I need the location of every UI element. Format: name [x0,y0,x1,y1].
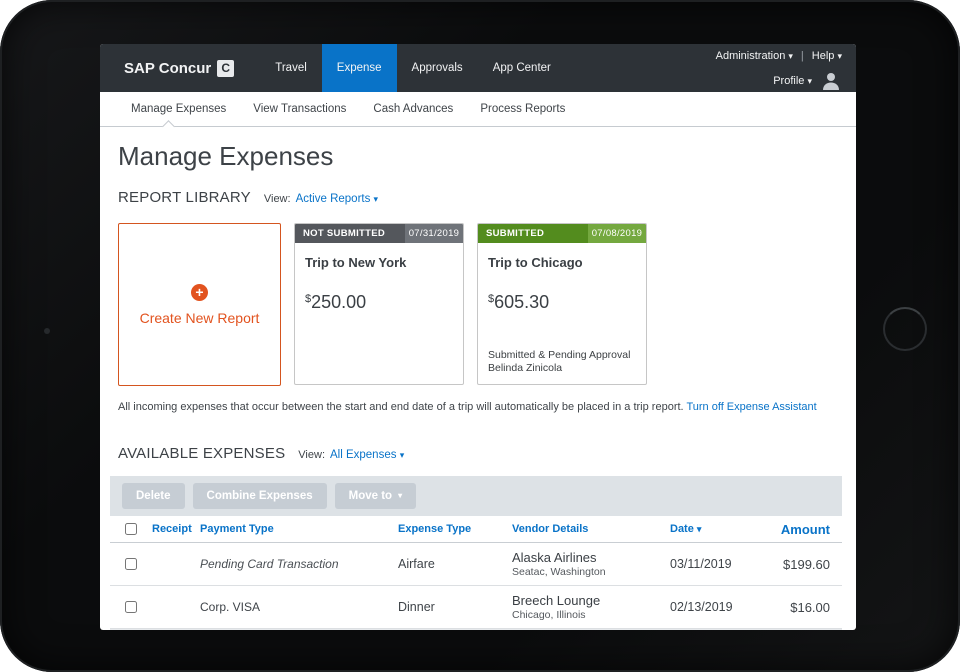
plus-icon: + [191,283,208,301]
navbar-right: Administration ▾ | Help ▾ Profile ▾ [716,48,842,92]
table-header-row: Receipt Payment Type Expense Type Vendor… [110,516,842,543]
subnav-process-reports[interactable]: Process Reports [480,103,566,115]
report-amount: $605.30 [488,292,550,312]
nav-item-approvals[interactable]: Approvals [411,62,463,74]
profile-menu[interactable]: Profile ▾ [773,75,812,87]
report-date: 07/31/2019 [405,224,463,243]
expenses-toolbar: Delete Combine Expenses Move to ▾ [110,476,842,516]
expenses-view-selector[interactable]: All Expenses ▾ [330,449,405,461]
caret-down-icon: ▾ [837,51,842,61]
caret-down-icon: ▾ [788,51,793,61]
combine-expenses-button[interactable]: Combine Expenses [192,483,327,509]
create-new-report-card[interactable]: + Create New Report [118,223,281,386]
page-title: Manage Expenses [118,141,334,171]
caret-down-icon: ▾ [696,524,702,534]
col-receipt: Receipt [152,523,192,535]
view-label: View: [298,449,325,461]
expense-type-cell: Dinner [398,600,435,614]
profile-avatar-icon[interactable] [820,70,842,92]
main-nav: Travel Expense Approvals App Center [260,44,566,92]
caret-down-icon: ▾ [399,450,405,460]
report-date: 07/08/2019 [588,224,646,243]
subnav-view-transactions[interactable]: View Transactions [253,103,347,115]
sap-concur-logo: SAP Concur C [100,44,235,92]
expense-row-breech-lounge[interactable]: Corp. VISA Dinner Breech Lounge Chicago,… [110,586,842,629]
row-checkbox-cell [110,558,152,570]
report-status-bar: NOT SUBMITTED 07/31/2019 [295,224,463,243]
col-date-sort[interactable]: Date ▾ [670,523,702,535]
caret-down-icon: ▾ [373,194,379,204]
expense-row-alaska-airlines[interactable]: Pending Card Transaction Airfare Alaska … [110,543,842,586]
col-amount: Amount [780,521,830,537]
concur-c-logo-icon: C [217,59,235,77]
available-expenses-title: AVAILABLE EXPENSES [118,445,286,462]
help-menu[interactable]: Help ▾ [811,50,842,62]
amount-cell: $199.60 [783,556,830,572]
expense-type-cell: Airfare [398,557,435,571]
subnav-cash-advances[interactable]: Cash Advances [373,103,454,115]
administration-menu[interactable]: Administration ▾ [715,50,793,62]
report-library-header: REPORT LIBRARY View: Active Reports ▾ [118,189,842,206]
row-checkbox[interactable] [125,558,137,570]
view-label: View: [263,193,291,205]
tablet-sensor-dot [44,328,50,334]
app-screen: SAP Concur C Travel Expense Approvals Ap… [100,44,856,630]
select-all-checkbox-cell [110,523,152,535]
status-badge: SUBMITTED [478,224,588,243]
report-card-new-york[interactable]: NOT SUBMITTED 07/31/2019 Trip to New Yor… [294,223,464,385]
row-checkbox[interactable] [125,601,137,613]
vendor-cell: Breech Lounge Chicago, Illinois [512,593,601,621]
turn-off-expense-assistant-link[interactable]: Turn off Expense Assistant [686,401,817,413]
col-vendor-details: Vendor Details [512,523,589,535]
col-expense-type: Expense Type [398,523,472,535]
expense-assistant-note: All incoming expenses that occur between… [118,401,817,413]
col-payment-type: Payment Type [200,523,274,535]
tablet-camera [883,307,927,351]
status-badge: NOT SUBMITTED [295,224,405,243]
report-status-notes: Submitted & Pending Approval Belinda Zin… [488,348,631,374]
caret-down-icon: ▾ [398,491,403,500]
date-cell: 03/11/2019 [670,557,732,571]
create-report-label: Create New Report [139,309,260,326]
nav-item-app-center[interactable]: App Center [492,62,551,74]
report-library-title: REPORT LIBRARY [118,189,251,206]
delete-button[interactable]: Delete [122,483,185,509]
table-cutoff-strip [110,629,842,630]
vendor-cell: Alaska Airlines Seatac, Washington [512,550,606,578]
caret-down-icon: ▾ [807,76,812,86]
amount-cell: $16.00 [790,599,830,615]
report-status-bar: SUBMITTED 07/08/2019 [478,224,646,243]
page-content: Manage Expenses REPORT LIBRARY View: Act… [100,127,856,630]
report-card-chicago[interactable]: SUBMITTED 07/08/2019 Trip to Chicago $60… [477,223,647,385]
payment-type-cell: Pending Card Transaction [200,557,339,571]
subnav-manage-expenses[interactable]: Manage Expenses [131,103,227,115]
brand-text: SAP Concur [124,59,212,77]
report-title: Trip to Chicago [488,255,583,270]
expenses-table-block: Delete Combine Expenses Move to ▾ [110,476,842,630]
nav-item-travel[interactable]: Travel [275,62,307,74]
date-cell: 02/13/2019 [670,600,733,614]
report-cards: + Create New Report NOT SUBMITTED 07/31/… [118,223,842,386]
move-to-button[interactable]: Move to ▾ [334,483,417,509]
expense-subnav: Manage Expenses View Transactions Cash A… [100,92,856,133]
report-amount: $250.00 [305,292,367,312]
top-navbar: SAP Concur C Travel Expense Approvals Ap… [100,44,856,92]
report-view-selector[interactable]: Active Reports ▾ [295,193,379,205]
report-title: Trip to New York [305,255,407,270]
payment-type-cell: Corp. VISA [200,600,261,614]
available-expenses-header: AVAILABLE EXPENSES View: All Expenses ▾ [118,445,842,462]
nav-item-expense[interactable]: Expense [321,44,397,92]
row-checkbox-cell [110,601,152,613]
select-all-checkbox[interactable] [125,523,137,535]
divider: | [800,50,804,62]
